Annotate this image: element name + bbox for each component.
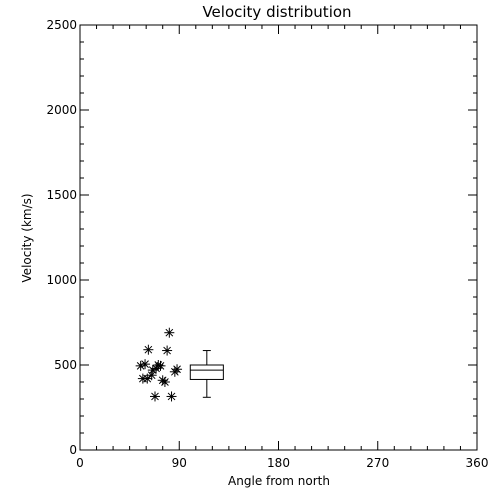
x-tick-label: 360: [466, 456, 489, 470]
y-tick-label: 1000: [46, 273, 77, 287]
x-tick-label: 270: [366, 456, 389, 470]
x-tick-label: 180: [267, 456, 290, 470]
data-point: [162, 345, 173, 356]
y-tick-label: 1500: [46, 188, 77, 202]
y-tick-label: 2000: [46, 103, 77, 117]
box-iqr: [189, 364, 224, 380]
data-point: [159, 377, 170, 387]
data-point: [155, 360, 166, 371]
data-point: [135, 360, 146, 371]
box-plot: [189, 350, 224, 398]
data-point: [140, 359, 151, 370]
data-point: [166, 391, 177, 402]
y-tick-label: 2500: [46, 18, 77, 32]
x-axis-label: Angle from north: [228, 474, 330, 488]
chart-title: Velocity distribution: [202, 3, 351, 21]
x-tick-label: 0: [76, 456, 84, 470]
data-point: [149, 391, 160, 402]
data-point: [143, 344, 154, 355]
data-point: [164, 327, 175, 338]
plot-frame: [79, 24, 478, 451]
y-tick-label: 0: [69, 443, 77, 457]
data-marks: [135, 327, 224, 402]
data-point: [172, 364, 183, 375]
x-tick-label: 90: [172, 456, 187, 470]
y-tick-label: 500: [54, 358, 77, 372]
y-axis-label: Velocity (km/s): [20, 193, 34, 282]
axis-ticks: 0 90 180 270 360 0 500 1000 1500 2000 2500: [46, 18, 488, 470]
